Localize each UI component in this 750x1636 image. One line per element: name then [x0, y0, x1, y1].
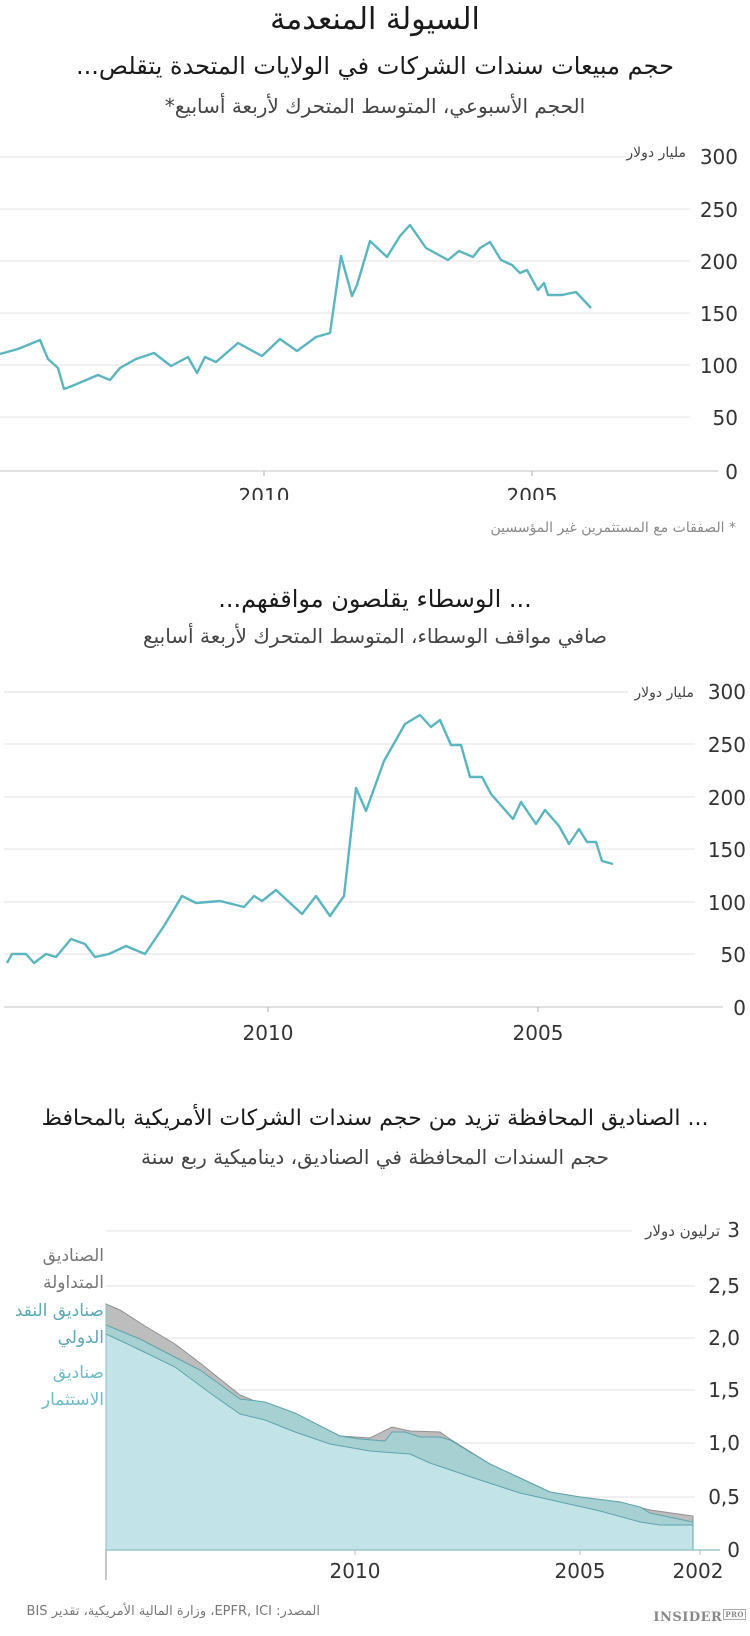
- svg-text:150: 150: [708, 838, 746, 862]
- chart1-line-chart: 300 250 200 150 100 50 0 2010 2005: [0, 145, 738, 500]
- chart3-area-mutual: [105, 1333, 694, 1551]
- source-note: المصدر: EPFR, ICI، وزارة المالية الأمريك…: [26, 1604, 320, 1619]
- svg-text:200: 200: [708, 786, 746, 810]
- svg-text:2005: 2005: [507, 484, 558, 500]
- svg-text:300: 300: [708, 680, 746, 704]
- svg-text:0: 0: [727, 1538, 740, 1562]
- svg-text:1,0: 1,0: [708, 1431, 740, 1455]
- svg-text:1,5: 1,5: [708, 1378, 740, 1402]
- chart3-unit-label: ترليون دولار: [645, 1222, 720, 1240]
- svg-text:50: 50: [713, 406, 738, 430]
- chart2-unit-label: مليار دولار: [634, 685, 694, 701]
- svg-text:0: 0: [725, 460, 738, 484]
- chart3-x-axis: 2010 2005 2002: [330, 1559, 724, 1580]
- legend-mmf: صناديق النقد الدولي: [14, 1301, 104, 1348]
- svg-text:0: 0: [733, 996, 746, 1020]
- svg-text:200: 200: [700, 250, 738, 274]
- svg-text:0,5: 0,5: [708, 1485, 740, 1509]
- chart1-subtitle: الحجم الأسبوعي، المتوسط المتحرك لأربعة أ…: [164, 94, 586, 118]
- svg-text:100: 100: [708, 891, 746, 915]
- page-title: السيولة المنعدمة: [270, 2, 480, 37]
- chart1-gridlines: [0, 156, 718, 476]
- svg-text:300: 300: [700, 145, 738, 169]
- svg-text:2002: 2002: [673, 1559, 724, 1580]
- svg-text:50: 50: [721, 943, 746, 967]
- chart1-unit-label: مليار دولار: [626, 145, 686, 161]
- legend-etf: الصناديق المتداولة: [42, 1246, 104, 1293]
- svg-text:250: 250: [700, 198, 738, 222]
- chart1-footnote: * الصفقات مع المستثمرين غير المؤسسين: [490, 520, 736, 536]
- svg-text:2010: 2010: [330, 1559, 381, 1580]
- svg-text:100: 100: [700, 354, 738, 378]
- chart3-title: ... الصناديق المحافظة تزيد من حجم سندات …: [41, 1106, 709, 1131]
- svg-text:2,0: 2,0: [708, 1326, 740, 1350]
- svg-text:2005: 2005: [513, 1021, 564, 1040]
- chart2-title: ... الوسطاء يقلصون مواقفهم...: [218, 585, 532, 613]
- chart3-area-chart: 3 2,5 2,0 1,5 1,0 0,5 0 2010 2005 2002: [105, 1218, 740, 1580]
- chart1-title: حجم مبيعات سندات الشركات في الولايات الم…: [76, 52, 674, 80]
- chart1-series-line: [0, 223, 592, 391]
- chart2-series-line: [5, 713, 614, 965]
- chart3-subtitle: حجم السندات المحافظة في الصناديق، دينامي…: [141, 1145, 609, 1169]
- svg-text:3: 3: [727, 1218, 740, 1242]
- chart2-subtitle: صافي مواقف الوسطاء، المتوسط المتحرك لأرب…: [142, 624, 608, 648]
- chart2-x-axis: 2010 2005: [243, 1021, 564, 1040]
- chart2-line-chart: 300 250 200 150 100 50 0 2010 2005: [4, 680, 746, 1040]
- chart2-y-axis: 300 250 200 150 100 50 0: [708, 680, 746, 1020]
- svg-text:2005: 2005: [555, 1559, 606, 1580]
- insider-pro-logo: INSIDER PRO: [653, 1609, 746, 1625]
- chart1-x-axis: 2010 2005: [239, 484, 558, 500]
- svg-text:2010: 2010: [243, 1021, 294, 1040]
- chart3-y-axis: 3 2,5 2,0 1,5 1,0 0,5 0: [708, 1218, 740, 1562]
- chart2-gridlines: [4, 691, 723, 1012]
- svg-text:250: 250: [708, 733, 746, 757]
- svg-text:150: 150: [700, 302, 738, 326]
- svg-text:2,5: 2,5: [708, 1274, 740, 1298]
- legend-mutual: صناديق الاستثمار: [41, 1363, 104, 1410]
- chart1-y-axis: 300 250 200 150 100 50 0: [700, 145, 738, 484]
- svg-text:2010: 2010: [239, 484, 290, 500]
